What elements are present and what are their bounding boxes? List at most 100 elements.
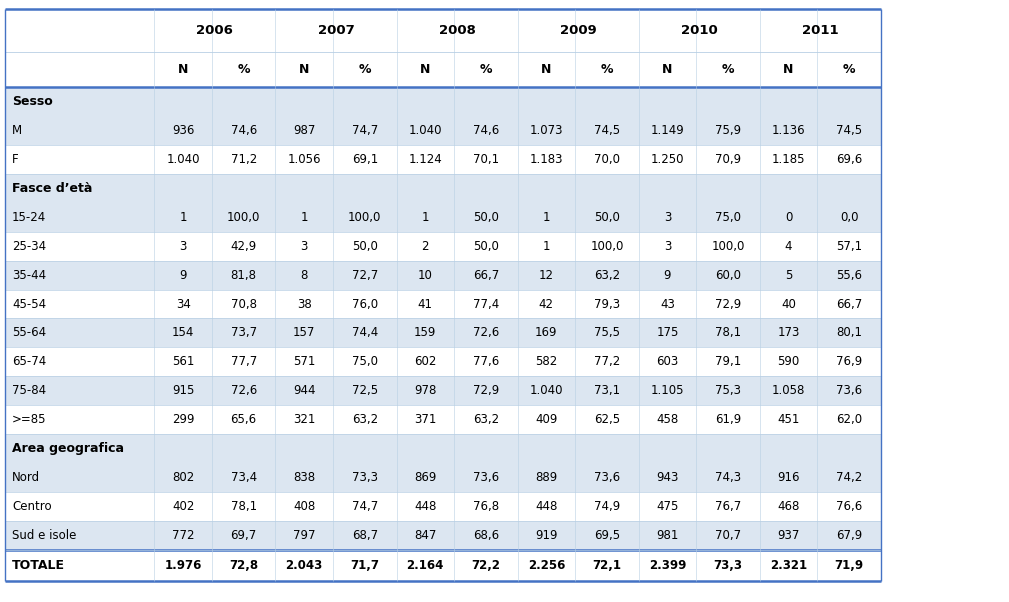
Text: 69,5: 69,5 [594,529,620,542]
Text: 79,1: 79,1 [714,355,742,368]
Text: 66,7: 66,7 [472,268,499,282]
Text: 1: 1 [180,211,187,224]
Text: 169: 169 [535,326,558,340]
Bar [5,463,881,492]
Text: 3: 3 [664,240,671,253]
Text: 1.183: 1.183 [530,153,563,166]
Text: 38: 38 [297,297,312,311]
Text: 1.149: 1.149 [651,124,684,137]
Text: 1: 1 [543,240,550,253]
Bar [5,492,881,521]
Text: 75,9: 75,9 [715,124,741,137]
Text: 2008: 2008 [439,24,475,37]
Text: 1.040: 1.040 [166,153,200,166]
Text: 74,9: 74,9 [593,500,621,513]
Text: 1.185: 1.185 [772,153,805,166]
Bar [5,405,881,434]
Text: %: % [600,63,613,76]
Text: 50,0: 50,0 [352,240,377,253]
Text: 35-44: 35-44 [12,268,46,282]
Text: 25-34: 25-34 [12,240,46,253]
Text: 987: 987 [293,124,316,137]
Bar [5,521,881,550]
Text: 81,8: 81,8 [231,268,256,282]
Text: 3: 3 [180,240,187,253]
Text: N: N [178,63,189,76]
Text: N: N [420,63,431,76]
Text: 582: 582 [535,355,558,368]
Text: 1.040: 1.040 [409,124,442,137]
Text: 2.256: 2.256 [528,559,565,572]
Text: 299: 299 [172,413,195,426]
Text: 75,3: 75,3 [715,384,741,397]
Text: 63,2: 63,2 [352,413,377,426]
Text: 62,5: 62,5 [594,413,620,426]
Text: F: F [12,153,19,166]
Text: 154: 154 [172,326,195,340]
Text: 70,7: 70,7 [715,529,741,542]
Text: %: % [358,63,371,76]
Text: 100,0: 100,0 [711,240,745,253]
Text: 74,6: 74,6 [230,124,257,137]
Text: 3: 3 [664,211,671,224]
Text: 72,9: 72,9 [714,297,742,311]
Text: 9: 9 [180,268,187,282]
Text: 1: 1 [422,211,429,224]
Text: N: N [783,63,794,76]
Text: 1.136: 1.136 [772,124,805,137]
Text: 1.250: 1.250 [651,153,684,166]
Text: 5: 5 [785,268,792,282]
Text: 72,7: 72,7 [351,268,378,282]
Text: 321: 321 [293,413,316,426]
Text: 2.164: 2.164 [407,559,444,572]
Text: 70,1: 70,1 [473,153,498,166]
Text: 12: 12 [539,268,554,282]
Text: 69,6: 69,6 [835,153,863,166]
Text: 173: 173 [777,326,800,340]
Bar [5,87,881,116]
Text: 76,8: 76,8 [473,500,498,513]
Text: 77,2: 77,2 [593,355,621,368]
Text: 62,0: 62,0 [836,413,862,426]
Text: 42: 42 [539,297,554,311]
Text: 590: 590 [777,355,800,368]
Text: 78,1: 78,1 [231,500,256,513]
Text: 65-74: 65-74 [12,355,46,368]
Text: 34: 34 [176,297,191,311]
Text: 73,7: 73,7 [231,326,256,340]
Text: 468: 468 [777,500,800,513]
Text: 838: 838 [294,471,315,484]
Text: 41: 41 [418,297,433,311]
Text: 1.105: 1.105 [651,384,684,397]
Text: Centro: Centro [12,500,51,513]
Text: 45-54: 45-54 [12,297,46,311]
Text: 72,6: 72,6 [472,326,499,340]
Text: 71,7: 71,7 [350,559,379,572]
Text: 603: 603 [656,355,679,368]
Text: 57,1: 57,1 [836,240,862,253]
Text: 1.976: 1.976 [164,559,202,572]
Text: 2010: 2010 [681,24,717,37]
Text: 77,7: 77,7 [230,355,257,368]
Text: 10: 10 [418,268,433,282]
Bar [5,376,881,405]
Text: 2011: 2011 [802,24,838,37]
Text: Sud e isole: Sud e isole [12,529,77,542]
Text: 68,7: 68,7 [352,529,377,542]
Text: 371: 371 [414,413,437,426]
Text: 571: 571 [293,355,316,368]
Text: 8: 8 [301,268,308,282]
Text: 2.321: 2.321 [770,559,807,572]
Text: 75,0: 75,0 [715,211,741,224]
Text: 72,5: 72,5 [352,384,377,397]
Text: 981: 981 [656,529,679,542]
Text: 50,0: 50,0 [473,240,498,253]
Text: 943: 943 [656,471,679,484]
Text: 915: 915 [172,384,195,397]
Text: 63,2: 63,2 [594,268,620,282]
Text: 2: 2 [422,240,429,253]
Text: 889: 889 [535,471,558,484]
Text: 602: 602 [414,355,437,368]
Text: 937: 937 [777,529,800,542]
Text: 409: 409 [535,413,558,426]
